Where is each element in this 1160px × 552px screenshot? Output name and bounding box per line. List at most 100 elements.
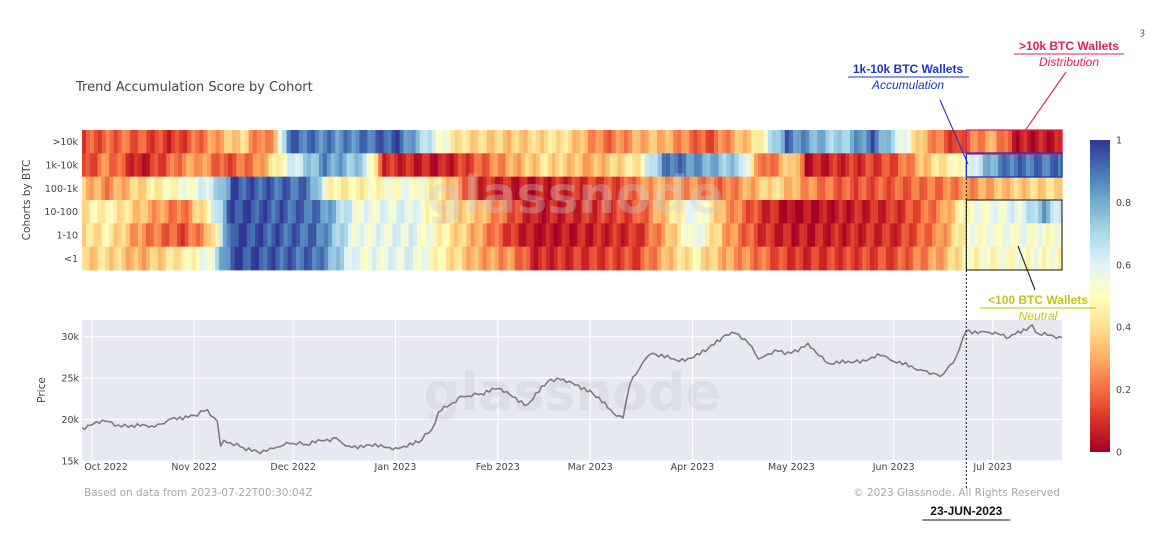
heatmap-cell bbox=[990, 176, 995, 201]
heatmap-cell bbox=[955, 246, 960, 271]
heatmap-cell bbox=[553, 200, 559, 224]
heatmap-cell bbox=[142, 130, 147, 154]
heatmap-cell bbox=[990, 153, 995, 178]
heatmap-cell bbox=[141, 223, 147, 248]
heatmap-cell bbox=[693, 176, 699, 201]
heatmap-cell bbox=[680, 246, 686, 271]
heatmap-cell bbox=[518, 223, 524, 248]
heatmap-cell bbox=[400, 246, 406, 271]
heatmap-cell bbox=[97, 176, 102, 201]
heatmap-cell bbox=[569, 223, 574, 248]
heatmap-cell bbox=[939, 246, 945, 271]
heatmap-cell bbox=[755, 176, 760, 201]
heatmap-cell bbox=[232, 153, 237, 178]
heatmap-cell bbox=[271, 200, 277, 224]
heatmap-cell bbox=[636, 153, 642, 178]
heatmap-cell bbox=[396, 246, 402, 271]
heatmap-cell bbox=[282, 176, 287, 201]
heatmap-cell bbox=[376, 200, 381, 224]
heatmap-cell bbox=[82, 176, 87, 201]
heatmap-cell bbox=[916, 200, 922, 224]
heatmap-cell bbox=[952, 130, 958, 154]
heatmap-cell bbox=[583, 130, 589, 154]
heatmap-cell bbox=[753, 246, 759, 271]
heatmap-cell bbox=[416, 176, 422, 201]
heatmap-cell bbox=[1038, 246, 1043, 271]
heatmap-cell bbox=[363, 200, 369, 224]
heatmap-cell bbox=[826, 200, 832, 224]
heatmap-cell bbox=[218, 200, 224, 224]
heatmap-cell bbox=[822, 246, 828, 271]
heatmap-cell bbox=[388, 176, 394, 201]
heatmap-cell bbox=[684, 246, 690, 271]
corner-expand-icon[interactable]: ȝ bbox=[1140, 27, 1145, 38]
heatmap-cell bbox=[291, 223, 297, 248]
heatmap-cell bbox=[378, 153, 383, 178]
heatmap-cell bbox=[611, 176, 617, 201]
mid-annotation-arrow bbox=[939, 99, 969, 165]
heatmap-cell bbox=[738, 130, 744, 154]
heatmap-cell bbox=[911, 176, 916, 201]
heatmap-cell bbox=[213, 176, 218, 201]
heatmap-cell bbox=[93, 176, 98, 201]
heatmap-cell bbox=[692, 246, 698, 271]
heatmap-cell bbox=[441, 153, 447, 178]
heatmap-cell bbox=[267, 200, 272, 224]
heatmap-cell bbox=[553, 223, 559, 248]
heatmap-cell bbox=[121, 246, 127, 271]
heatmap-cell bbox=[117, 246, 123, 271]
heatmap-cell bbox=[82, 130, 87, 154]
heatmap-cell bbox=[539, 176, 545, 201]
heatmap-cell bbox=[133, 176, 139, 201]
heatmap-watermark: glassnode bbox=[426, 166, 723, 226]
heatmap-cell bbox=[665, 200, 670, 224]
heatmap-cell bbox=[173, 246, 178, 271]
heatmap-cell bbox=[1010, 223, 1015, 248]
price-y-tick-label: 20k bbox=[61, 415, 79, 426]
heatmap-cell bbox=[1049, 153, 1055, 178]
heatmap-cell bbox=[561, 223, 567, 248]
heatmap-y-axis-title: Cohorts by BTC bbox=[21, 160, 33, 241]
heatmap-cell bbox=[412, 200, 418, 224]
heatmap-cell bbox=[738, 153, 744, 178]
heatmap-cell bbox=[692, 223, 698, 248]
heatmap-cell bbox=[632, 153, 637, 178]
heatmap-cell bbox=[97, 130, 103, 154]
heatmap-cell bbox=[874, 176, 880, 201]
heatmap-cell bbox=[121, 153, 127, 178]
heatmap-cell bbox=[620, 246, 626, 271]
heatmap-cell bbox=[935, 153, 940, 178]
heatmap-cell bbox=[1031, 130, 1036, 154]
heatmap-cell bbox=[481, 153, 487, 178]
heatmap-cell bbox=[431, 130, 437, 154]
heatmap-row-label: <1 bbox=[64, 254, 78, 265]
heatmap-cell bbox=[616, 200, 622, 224]
heatmap-cell bbox=[617, 153, 622, 178]
heatmap-cell bbox=[339, 130, 344, 154]
heatmap-cell bbox=[494, 200, 500, 224]
heatmap-cell bbox=[734, 246, 739, 271]
heatmap-cell bbox=[644, 246, 650, 271]
heatmap-cell bbox=[726, 223, 731, 248]
heatmap-cell bbox=[688, 200, 694, 224]
heatmap-cell bbox=[133, 223, 139, 248]
heatmap-cell bbox=[966, 246, 971, 271]
heatmap-cell bbox=[700, 223, 706, 248]
heatmap-cell bbox=[474, 176, 480, 201]
heatmap-cell bbox=[166, 130, 172, 154]
heatmap-cell bbox=[846, 223, 852, 248]
heatmap-cell bbox=[256, 130, 262, 154]
heatmap-cell bbox=[962, 176, 967, 201]
heatmap-cell bbox=[688, 246, 694, 271]
heatmap-cell bbox=[425, 223, 430, 248]
heatmap-cell bbox=[85, 200, 91, 224]
heatmap-cell bbox=[874, 246, 879, 271]
heatmap-cell bbox=[738, 176, 744, 201]
heatmap-cell bbox=[490, 176, 496, 201]
heatmap-cell bbox=[416, 223, 422, 248]
heatmap-cell bbox=[986, 246, 991, 271]
heatmap-cell bbox=[351, 200, 357, 224]
heatmap-cell bbox=[343, 223, 349, 248]
heatmap-cell bbox=[1057, 176, 1063, 201]
heatmap-cell bbox=[412, 223, 418, 248]
